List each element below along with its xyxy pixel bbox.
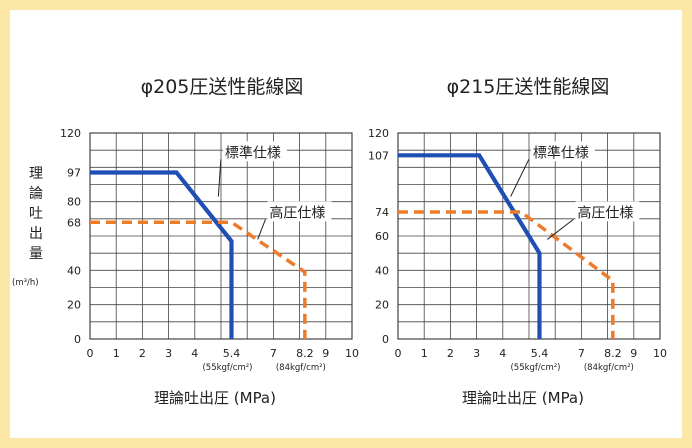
annotation-label: 標準仕様 (225, 145, 281, 161)
x-tick-label: 7 (578, 347, 585, 360)
annotation-label: 高圧仕様 (577, 204, 633, 221)
x-tick-label: 2 (447, 347, 454, 360)
x-unit-note: (84kgf/cm²) (584, 363, 634, 373)
y-tick-label: 120 (368, 127, 389, 140)
annotation-leader (510, 159, 530, 197)
x-tick-label: 10 (345, 347, 359, 360)
annotation-leader (217, 159, 222, 197)
y-axis-label-char: 論 (29, 186, 43, 202)
chart-title: φ205圧送性能線図 (141, 76, 304, 98)
x-tick-label: 9 (630, 347, 637, 360)
y-tick-label: 0 (74, 333, 81, 346)
x-unit-note: (55kgf/cm²) (202, 363, 252, 373)
annotation-label: 高圧仕様 (269, 204, 325, 221)
annotation-leader (547, 219, 574, 240)
y-tick-label: 74 (375, 206, 389, 219)
y-axis-unit: (m³/h) (12, 278, 39, 288)
x-unit-note: (55kgf/cm²) (510, 363, 560, 373)
y-axis-label-char: 吐 (29, 206, 43, 222)
annotation-backing (575, 201, 640, 222)
y-tick-label: 40 (67, 264, 81, 277)
x-tick-label: 5.4 (223, 347, 241, 360)
x-tick-label: 2 (139, 347, 146, 360)
x-axis-label: 理論吐出圧 (MPa) (462, 389, 584, 407)
y-tick-label: 68 (67, 216, 81, 229)
y-tick-label: 20 (67, 299, 81, 312)
series-standard (90, 170, 234, 339)
y-tick-label: 120 (60, 127, 81, 140)
x-tick-label: 4 (499, 347, 506, 360)
x-tick-label: 1 (113, 347, 120, 360)
annotation-backing (267, 201, 332, 222)
annotation-leader (257, 219, 266, 240)
plot-border (89, 132, 353, 340)
annotation-backing (530, 141, 595, 162)
y-tick-label: 40 (375, 264, 389, 277)
x-tick-label: 3 (165, 347, 172, 360)
x-tick-label: 8.2 (296, 347, 314, 360)
chart-title: φ215圧送性能線図 (447, 76, 610, 98)
y-tick-label: 60 (375, 230, 389, 243)
series-standard (398, 153, 542, 339)
x-tick-label: 0 (87, 347, 94, 360)
y-tick-label: 0 (382, 333, 389, 346)
x-tick-label: 8.2 (604, 347, 622, 360)
y-tick-label: 80 (67, 196, 81, 209)
x-tick-label: 0 (395, 347, 402, 360)
x-unit-note: (84kgf/cm²) (276, 363, 326, 373)
x-tick-label: 1 (421, 347, 428, 360)
x-tick-label: 4 (191, 347, 198, 360)
series-high-pressure (90, 220, 307, 339)
x-tick-label: 7 (270, 347, 277, 360)
y-axis-label-char: 出 (29, 226, 43, 242)
annotation-label: 標準仕様 (533, 145, 589, 161)
annotation-backing (222, 141, 287, 162)
series-high-pressure (398, 210, 615, 339)
x-axis-label: 理論吐出圧 (MPa) (154, 389, 276, 407)
x-tick-label: 5.4 (531, 347, 549, 360)
x-tick-label: 9 (322, 347, 329, 360)
y-axis-label-char: 理 (29, 166, 43, 182)
y-tick-label: 107 (368, 149, 389, 162)
y-axis-label-char: 量 (29, 246, 43, 262)
y-tick-label: 97 (67, 166, 81, 179)
x-tick-label: 3 (473, 347, 480, 360)
plot-border (397, 132, 661, 340)
y-tick-label: 20 (375, 299, 389, 312)
x-tick-label: 10 (653, 347, 667, 360)
